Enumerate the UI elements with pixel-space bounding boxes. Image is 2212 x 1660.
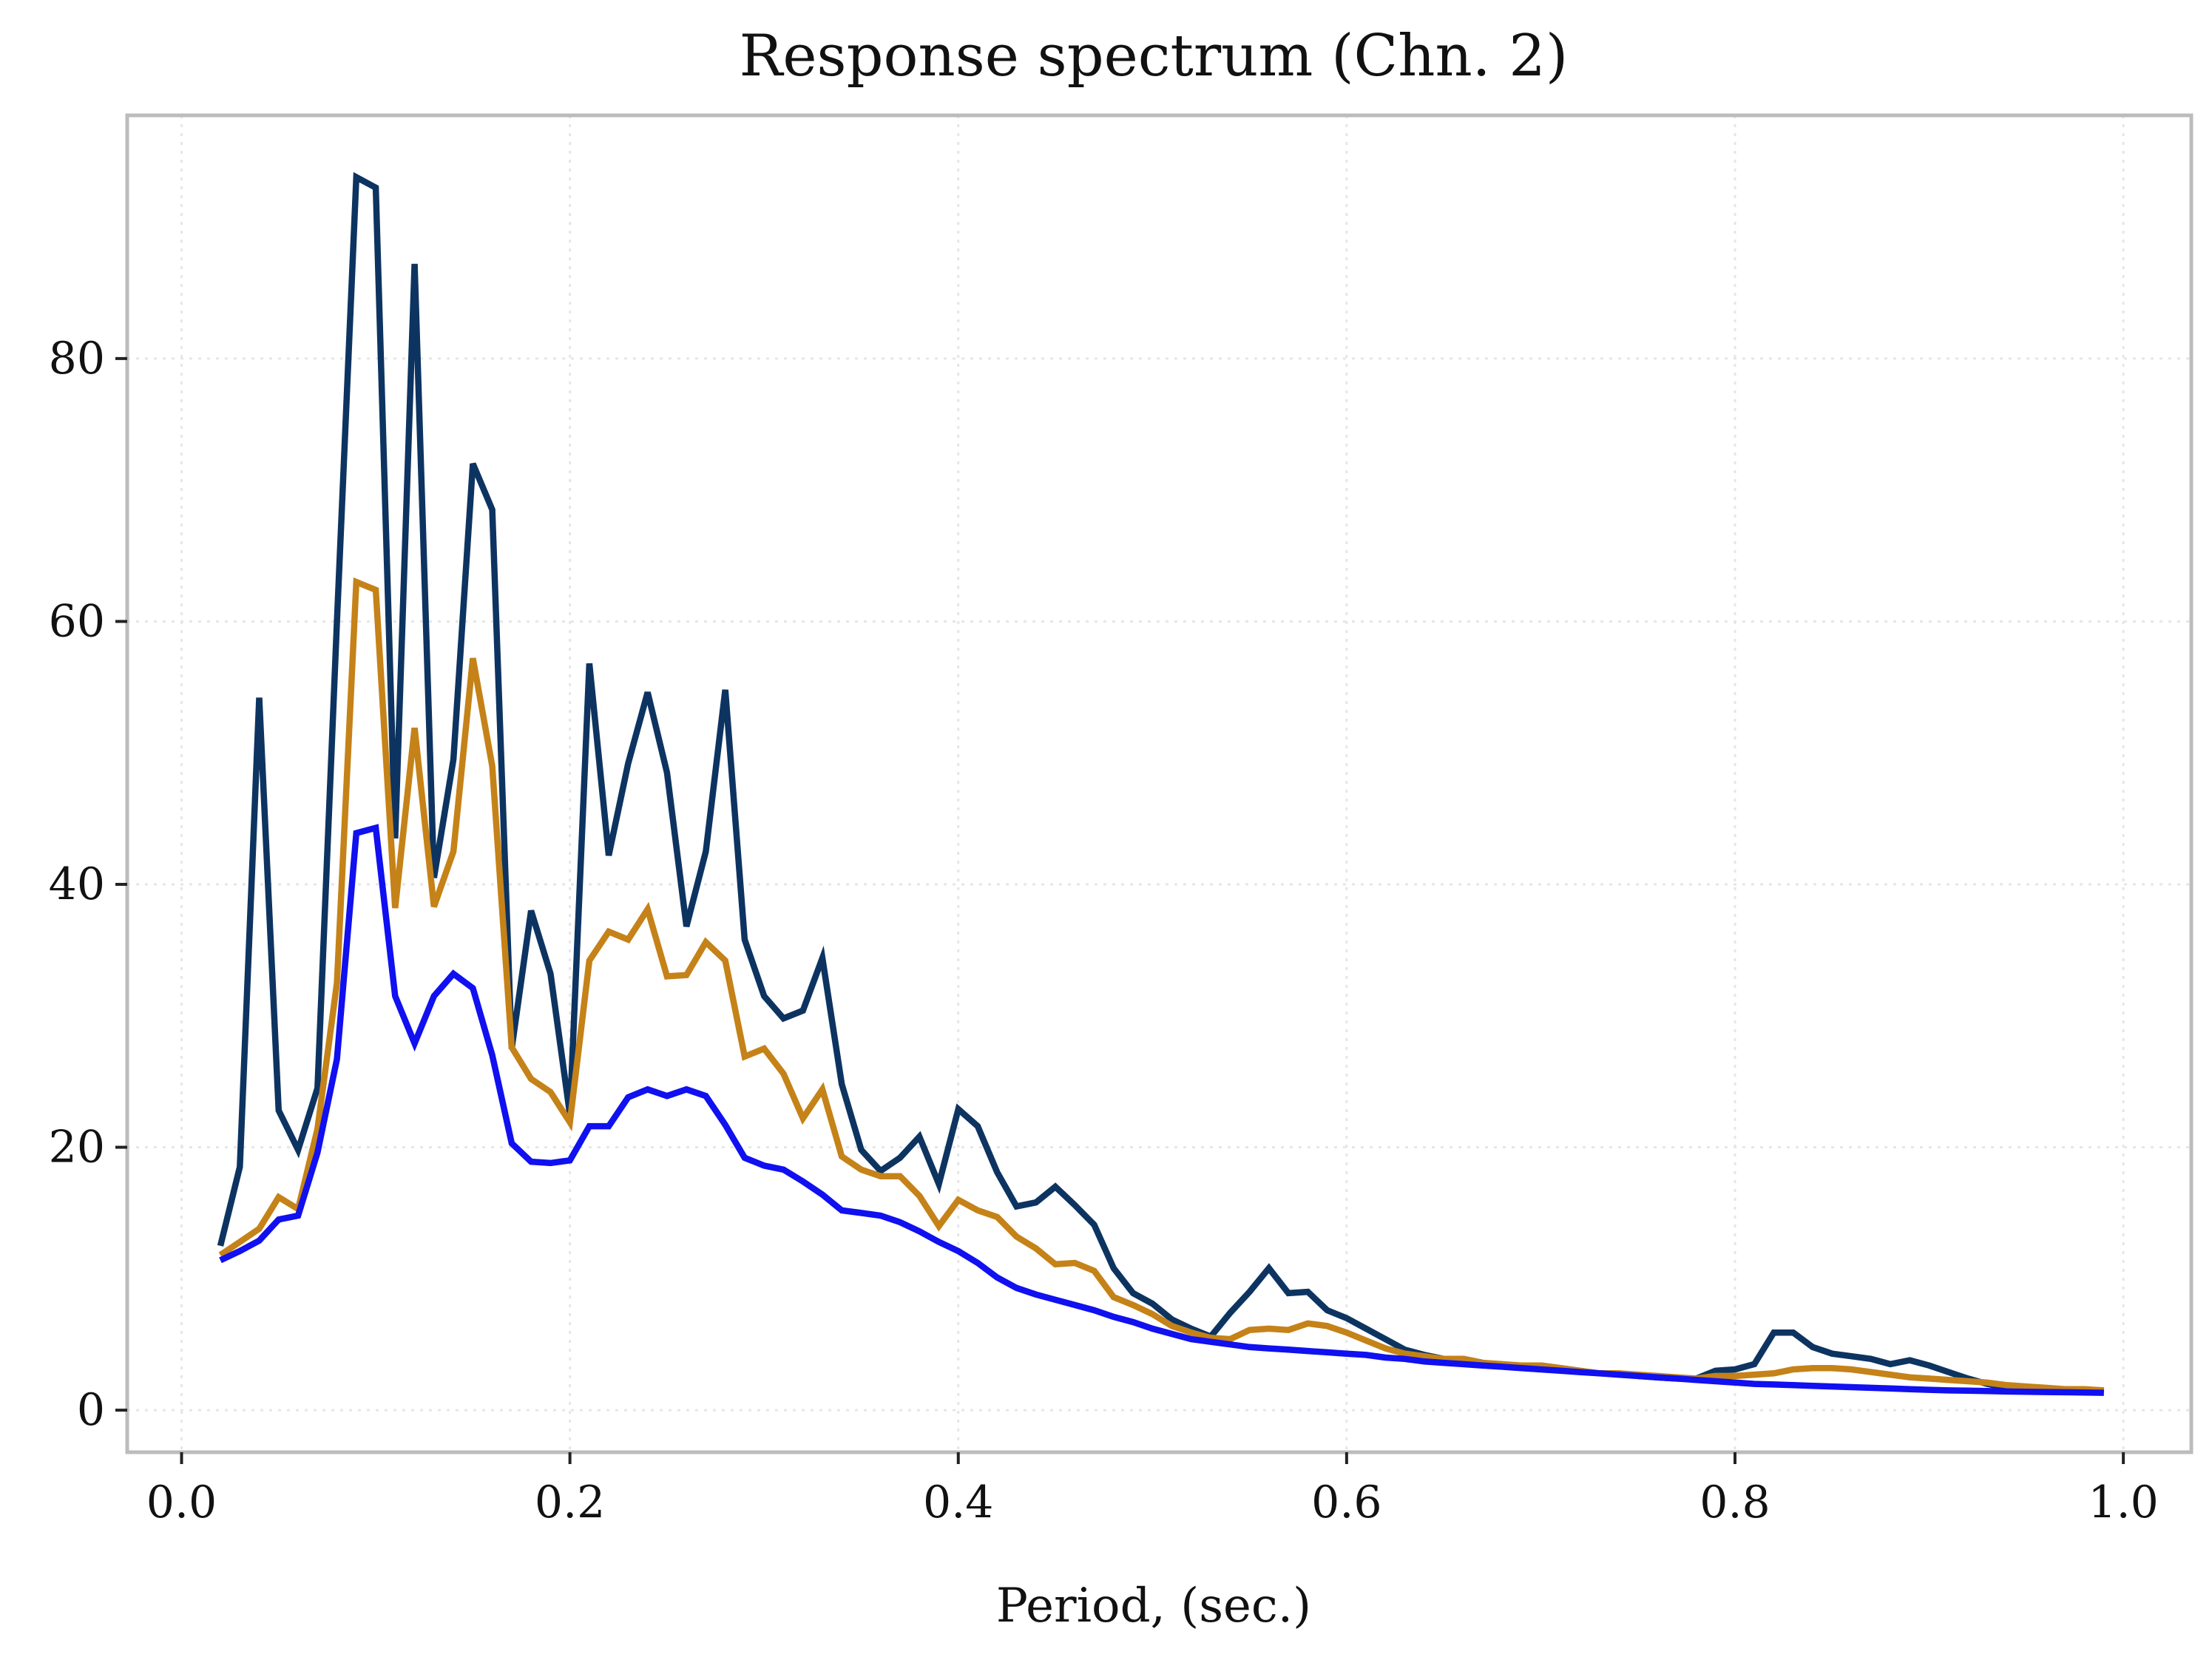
y-tick-label: 80 <box>49 333 105 384</box>
x-tick-label: 0.8 <box>1699 1477 1770 1528</box>
y-tick-label: 20 <box>49 1122 105 1173</box>
y-tick-label: 60 <box>49 595 105 647</box>
y-axis-ticks: 0 20 40 60 80 <box>49 333 127 1436</box>
series-line-2 <box>218 577 2105 1394</box>
x-axis-ticks: 0.0 0.2 0.4 0.6 0.8 1.0 <box>146 1452 2159 1528</box>
x-tick-label: 0.0 <box>146 1477 217 1528</box>
series-lines <box>217 172 2105 1396</box>
series-line-3 <box>219 824 2104 1396</box>
chart-title: Response spectrum (Chn. 2) <box>740 23 1569 89</box>
x-tick-label: 0.2 <box>535 1477 605 1528</box>
plot-frame <box>125 113 2194 1454</box>
x-axis-label: Period, (sec.) <box>996 1579 1311 1633</box>
x-tick-label: 0.6 <box>1311 1477 1381 1528</box>
grid-lines <box>127 115 2191 1452</box>
y-tick-label: 0 <box>77 1384 105 1436</box>
x-tick-label: 0.4 <box>923 1477 993 1528</box>
series-line-1 <box>217 172 2105 1395</box>
x-tick-label: 1.0 <box>2088 1477 2158 1528</box>
y-tick-label: 40 <box>49 858 105 910</box>
